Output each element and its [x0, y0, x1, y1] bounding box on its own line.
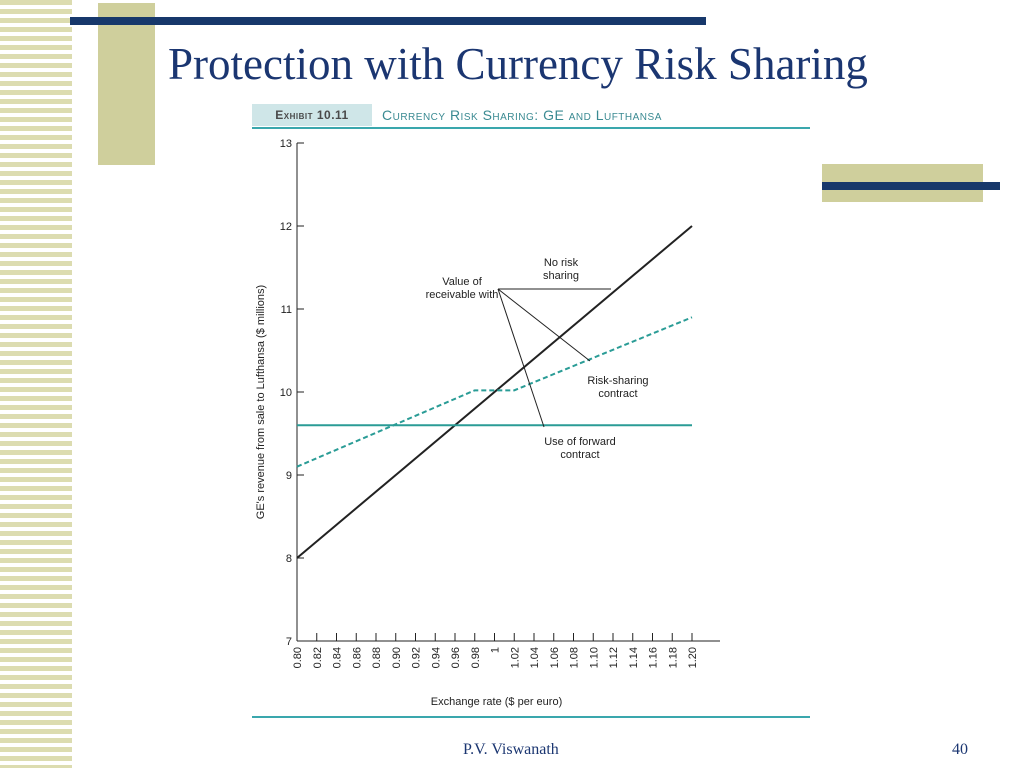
x-tick-label: 1.02 [509, 647, 521, 668]
page-number: 40 [952, 741, 968, 758]
x-tick-label: 0.90 [391, 647, 403, 668]
x-tick-label: 1.14 [628, 647, 640, 668]
x-tick-label: 1.12 [608, 647, 620, 668]
right-decor-bar [822, 182, 1000, 190]
x-tick-label: 0.86 [351, 647, 363, 668]
y-tick-label: 9 [286, 470, 292, 482]
x-tick-label: 0.96 [450, 647, 462, 668]
x-tick-label: 1.20 [687, 647, 699, 668]
annotation-risk-sharing-text: Risk-sharing [587, 375, 648, 387]
series-line-no-risk [296, 225, 693, 559]
x-tick-label: 1.08 [569, 647, 581, 668]
x-tick-label: 0.82 [312, 647, 324, 668]
x-tick-label: 1.18 [667, 647, 679, 668]
annotation-forward-text: contract [560, 449, 599, 461]
x-tick-label: 0.98 [470, 647, 482, 668]
x-tick-label: 1.10 [588, 647, 600, 668]
annotation-no-risk-text: No risk [544, 257, 579, 269]
x-tick-label: 1.16 [648, 647, 660, 668]
y-tick-label: 8 [286, 553, 292, 565]
y-tick-label: 12 [280, 221, 292, 233]
x-tick-label: 0.94 [430, 647, 442, 668]
y-tick-label: 7 [286, 636, 292, 648]
x-tick-label: 0.84 [332, 647, 344, 668]
annotation-leader-line [497, 288, 591, 362]
annotation-no-risk-text: sharing [543, 270, 579, 282]
exhibit-title: Currency Risk Sharing: GE and Lufthansa [382, 107, 662, 123]
annotation-leader-line [497, 288, 545, 428]
top-decor-bar [70, 17, 706, 25]
annotation-value-of-text: receivable with [426, 289, 499, 301]
annotation-value-of-text: Value of [442, 276, 482, 288]
left-stripes-decoration [0, 0, 72, 768]
y-tick-label: 10 [280, 387, 292, 399]
annotation-risk-sharing-text: contract [598, 388, 637, 400]
top-left-decor-block [98, 3, 155, 165]
exhibit-label: Exhibit 10.11 [252, 104, 372, 126]
exhibit-bottom-rule [252, 716, 810, 718]
x-tick-label: 1.06 [549, 647, 561, 668]
slide-title: Protection with Currency Risk Sharing [168, 39, 868, 89]
y-tick-label: 11 [281, 304, 292, 316]
y-tick-label: 13 [280, 138, 292, 150]
exhibit-header: Exhibit 10.11 Currency Risk Sharing: GE … [252, 104, 810, 128]
annotation-forward-text: Use of forward [544, 436, 616, 448]
x-tick-label: 1.04 [529, 647, 541, 668]
x-tick-label: 0.92 [411, 647, 423, 668]
y-axis-label: GE's revenue from sale to Lufthansa ($ m… [255, 285, 267, 519]
x-tick-label: 0.88 [371, 647, 383, 668]
exhibit-top-rule [252, 127, 810, 129]
revenue-chart: 7 8 9 10 11 12 13 0.80 0.82 0.84 0.86 0.88 0.90 0.92 0… [255, 138, 720, 708]
x-axis-label: Exchange rate ($ per euro) [431, 696, 562, 708]
x-tick-label: 1 [490, 647, 502, 653]
footer-author: P.V. Viswanath [463, 741, 559, 758]
series-line-risk-sharing [296, 316, 693, 468]
x-tick-label: 0.80 [292, 647, 304, 668]
